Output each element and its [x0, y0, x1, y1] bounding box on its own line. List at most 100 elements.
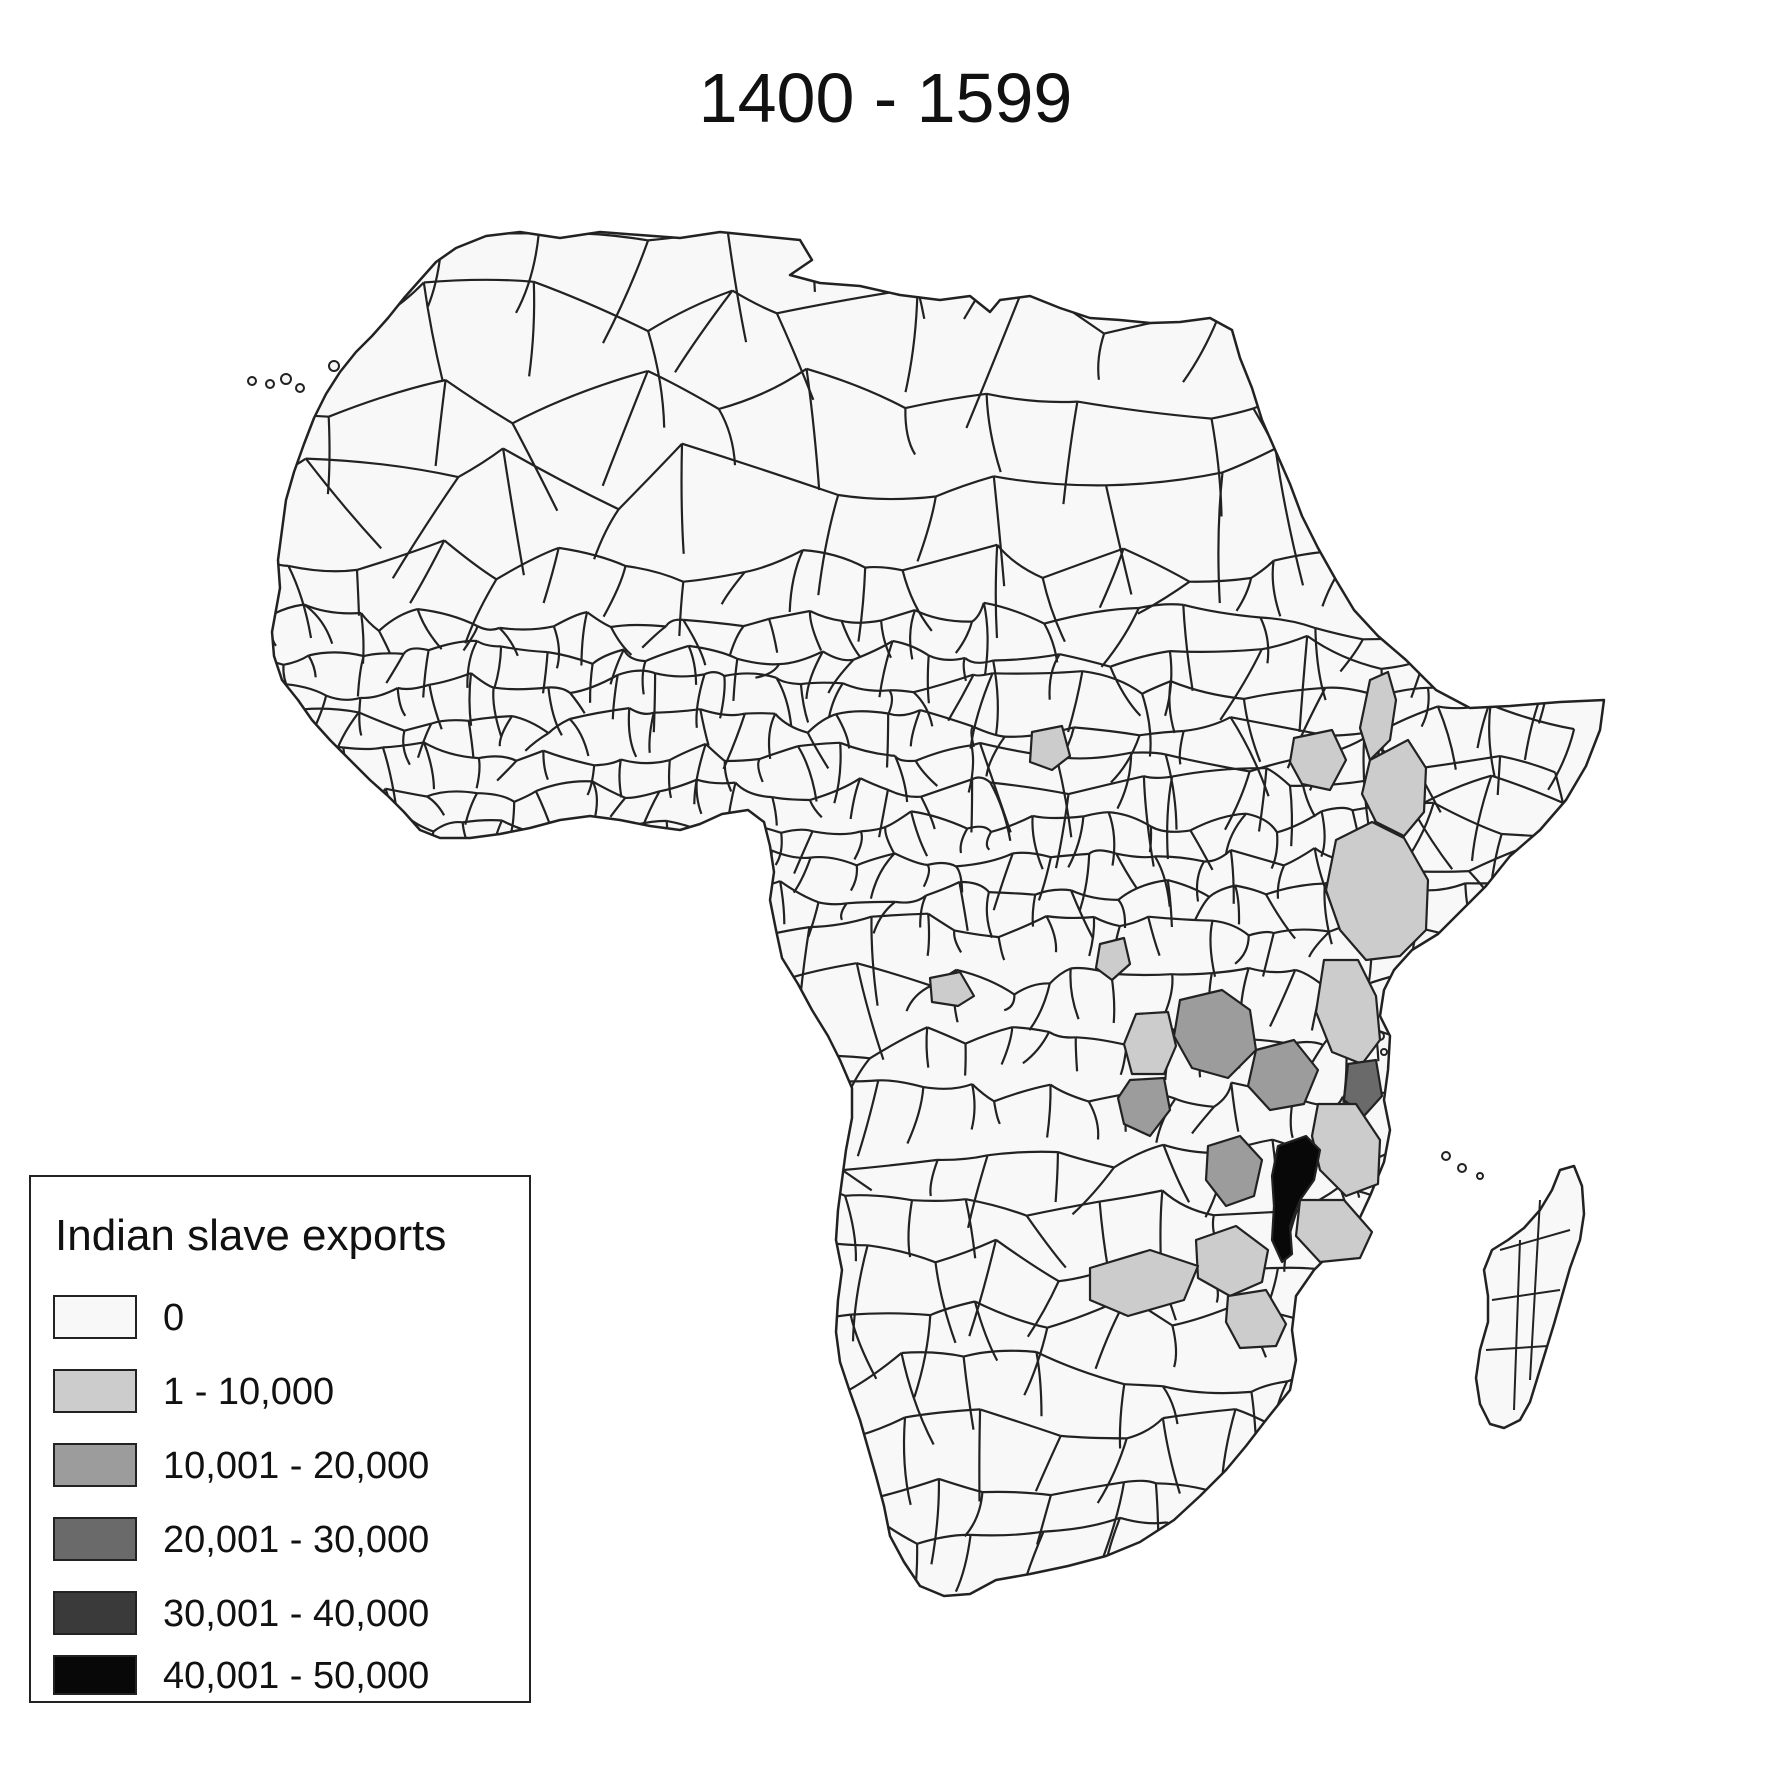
region-boundary — [530, 882, 583, 894]
region-boundary — [1229, 849, 1235, 904]
region-boundary — [1171, 1325, 1178, 1368]
region-boundary — [542, 750, 549, 781]
region-boundary — [1619, 1106, 1625, 1153]
region-boundary — [1355, 549, 1424, 562]
region-boundary — [1423, 631, 1479, 661]
region-boundary — [504, 862, 516, 894]
region-boundary — [1217, 472, 1224, 604]
region-boundary — [1552, 1437, 1604, 1446]
region-boundary — [905, 984, 932, 1012]
region-boundary — [771, 796, 778, 826]
region-boundary — [994, 544, 999, 639]
region-boundary — [771, 849, 811, 860]
region-boundary — [827, 658, 855, 694]
region-boundary — [381, 860, 387, 890]
region-boundary — [308, 651, 364, 658]
region-boundary — [998, 915, 1047, 939]
region-boundary — [1141, 680, 1172, 695]
region-boundary — [807, 1518, 879, 1528]
region-boundary — [288, 564, 358, 573]
region-boundary — [673, 1070, 728, 1099]
region-boundary — [545, 1463, 568, 1528]
region-boundary — [294, 708, 305, 761]
region-boundary — [241, 923, 254, 1000]
region-boundary — [1233, 1486, 1276, 1500]
region-boundary — [1093, 916, 1121, 928]
region-boundary — [724, 672, 777, 679]
region-tanzania-coast — [1342, 1058, 1384, 1118]
region-boundary — [1045, 915, 1058, 953]
region-boundary — [1373, 506, 1397, 555]
region-boundary — [840, 902, 848, 921]
region-boundary — [954, 1534, 972, 1593]
region-boundary — [206, 1091, 248, 1152]
region-boundary — [1303, 1593, 1315, 1596]
region-boundary — [360, 926, 369, 1006]
region-boundary — [1242, 698, 1262, 763]
region-boundary — [726, 232, 748, 343]
region-boundary — [1116, 752, 1133, 810]
region-boundary — [554, 1575, 597, 1591]
region-boundary — [563, 1018, 612, 1057]
region-boundary — [927, 861, 957, 868]
region-boundary — [779, 650, 824, 666]
region-boundary — [900, 1352, 935, 1446]
region-boundary — [889, 689, 914, 694]
region-boundary — [1549, 402, 1556, 519]
region-boundary — [983, 1604, 1055, 1610]
region-boundary — [722, 848, 740, 883]
region-boundary — [916, 1533, 971, 1545]
region-boundary — [378, 608, 418, 632]
region-boundary — [841, 1169, 873, 1192]
region-boundary — [1119, 915, 1149, 928]
region-boundary — [1028, 983, 1051, 1031]
region-boundary — [1555, 1035, 1570, 1103]
region-boundary — [971, 602, 985, 623]
region-boundary — [543, 749, 595, 767]
region-boundary — [1212, 919, 1250, 937]
region-boundary — [272, 847, 326, 854]
region-boundary — [1148, 915, 1213, 922]
region-boundary — [396, 687, 407, 717]
region-boundary — [1096, 1438, 1128, 1504]
region-boundary — [965, 1026, 1013, 1045]
region-boundary — [547, 651, 593, 665]
region-boundary — [1264, 309, 1283, 415]
region-boundary — [880, 609, 916, 622]
region-boundary — [272, 919, 298, 924]
region-boundary — [1477, 632, 1482, 702]
region-boundary — [1068, 775, 1145, 796]
region-boundary — [1078, 853, 1091, 911]
region-boundary — [533, 985, 582, 1044]
region-boundary — [1467, 1410, 1493, 1512]
region-boundary — [1547, 728, 1576, 791]
region-boundary — [1041, 577, 1066, 643]
region-boundary — [964, 657, 994, 664]
region-boundary — [648, 712, 655, 753]
region-boundary — [207, 248, 211, 330]
region-boundary — [264, 826, 267, 873]
region-boundary — [796, 745, 818, 802]
region-boundary — [906, 1087, 925, 1144]
region-boundary — [668, 1162, 676, 1227]
region-boundary — [1243, 686, 1326, 700]
region-boundary — [992, 476, 1006, 587]
region-boundary — [817, 494, 840, 596]
region-boundary — [589, 1256, 599, 1328]
region-boundary — [1195, 860, 1206, 902]
region-boundary — [885, 713, 890, 768]
region-boundary — [591, 780, 599, 816]
region-boundary — [683, 571, 746, 583]
region-boundary — [915, 744, 972, 762]
region-boundary — [805, 650, 824, 699]
region-boundary — [869, 1026, 928, 1060]
region-boundary — [880, 620, 892, 659]
region-boundary — [797, 741, 841, 748]
region-boundary — [432, 820, 463, 833]
region-boundary — [985, 393, 1002, 473]
region-boundary — [1154, 855, 1205, 863]
region-boundary — [547, 687, 563, 736]
region-boundary — [853, 640, 894, 661]
region-boundary — [841, 619, 882, 624]
region-boundary — [356, 539, 445, 571]
